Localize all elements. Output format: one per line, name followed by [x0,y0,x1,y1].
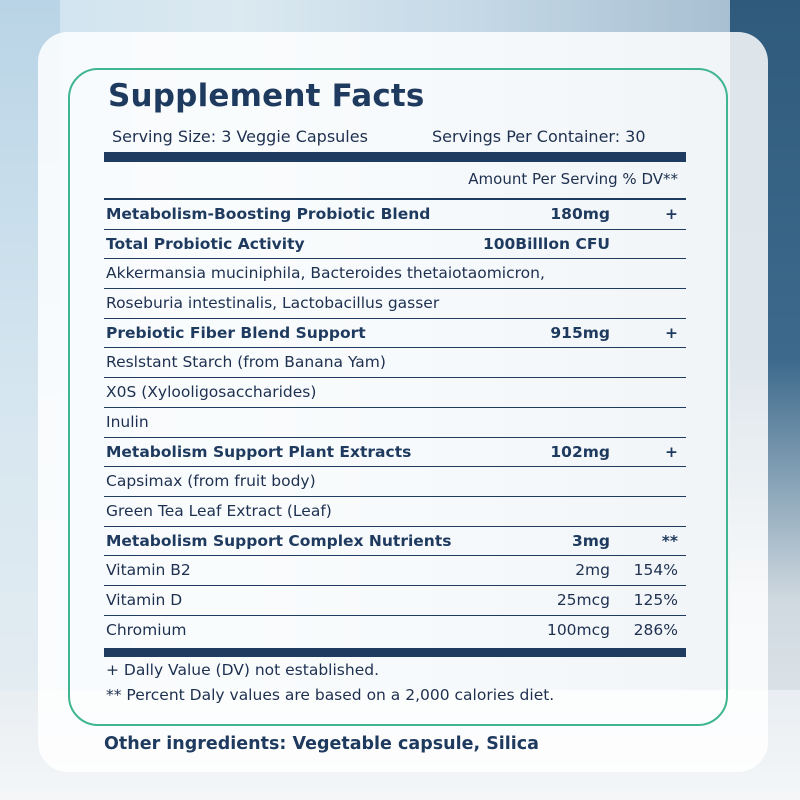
ingredient-name: Total Probiotic Activity [106,234,305,253]
serving-size: Serving Size: 3 Veggie Capsules [112,127,368,146]
amount-per-serving-header: Amount Per Serving % DV** [468,170,678,188]
table-row: Vitamin D 25mcg 125% [104,586,686,616]
table-row: Vitamin B2 2mg 154% [104,556,686,586]
ingredient-amount: 25mcg [556,590,610,609]
ingredient-amount: 915mg [550,323,610,342]
ingredient-daily-value: 125% [633,590,678,609]
header-divider [104,152,686,162]
ingredient-amount: 3mg [571,531,610,550]
page-title: Supplement Facts [108,78,425,114]
ingredient-name: Metabolism-Boosting Probiotic Blend [106,205,431,223]
footnote-dv: + Dally Value (DV) not established. [106,661,379,679]
ingredient-name: Reslstant Starch (from Banana Yam) [106,353,386,372]
table-row: Roseburia intestinalis, Lactobacillus ga… [104,289,686,319]
column-header-divider [104,198,686,200]
ingredient-daily-value: + [665,205,678,223]
table-row: Metabolism Support Plant Extracts 102mg + [104,438,686,468]
table-row: Total Probiotic Activity 100Billlon CFU [104,230,686,260]
table-row: Akkermansia muciniphila, Bacteroides the… [104,259,686,290]
ingredient-name: Akkermansia muciniphila, Bacteroides the… [106,264,545,283]
table-row: Chromium 100mcg 286% [104,616,686,646]
table-row: Prebiotic Fiber Blend Support 915mg + [104,319,686,349]
ingredient-daily-value: 154% [633,561,678,580]
ingredient-name: Vitamin D [106,590,183,609]
ingredient-name: Inulin [106,412,149,431]
ingredient-amount: 100Billlon CFU [482,234,610,253]
ingredient-name: Chromium [106,620,187,639]
ingredient-daily-value: + [665,442,678,461]
ingredient-name: Capsimax (from fruit body) [106,472,316,491]
ingredient-amount: 180mg [550,205,610,223]
ingredient-name: X0S (Xylooligosaccharides) [106,383,317,402]
ingredient-name: Green Tea Leaf Extract (Leaf) [106,501,332,520]
table-row: Metabolism Support Complex Nutrients 3mg *… [104,527,686,557]
ingredient-amount: 102mg [550,442,610,461]
ingredient-amount: 100mcg [546,620,610,639]
ingredient-name: Roseburia intestinalis, Lactobacillus ga… [106,294,440,313]
ingredient-name: Metabolism Support Complex Nutrients [106,531,452,550]
ingredient-name: Prebiotic Fiber Blend Support [106,323,366,342]
ingredient-name: Vitamin B2 [106,561,191,580]
footer-divider [104,648,686,657]
table-row: Inulin [104,408,686,438]
table-row: X0S (Xylooligosaccharides) [104,378,686,408]
footnote-percent: ** Percent Daly values are based on a 2,… [106,686,555,704]
ingredient-daily-value: + [665,323,678,342]
servings-per-container: Servings Per Container: 30 [432,127,646,146]
table-row: Capsimax (from fruit body) [104,467,686,497]
table-row: Green Tea Leaf Extract (Leaf) [104,497,686,527]
ingredient-amount: 2mg [575,561,610,580]
ingredient-daily-value: ** [661,531,678,550]
table-row: Reslstant Starch (from Banana Yam) [104,348,686,379]
ingredient-daily-value: 286% [633,620,678,639]
facts-table: Metabolism-Boosting Probiotic Blend 180mg… [104,200,686,645]
facts-card-border [68,68,728,726]
ingredient-name: Metabolism Support Plant Extracts [106,442,412,461]
table-row: Metabolism-Boosting Probiotic Blend 180mg… [104,200,686,230]
other-ingredients: Other ingredients: Vegetable capsule, Si… [104,734,539,754]
